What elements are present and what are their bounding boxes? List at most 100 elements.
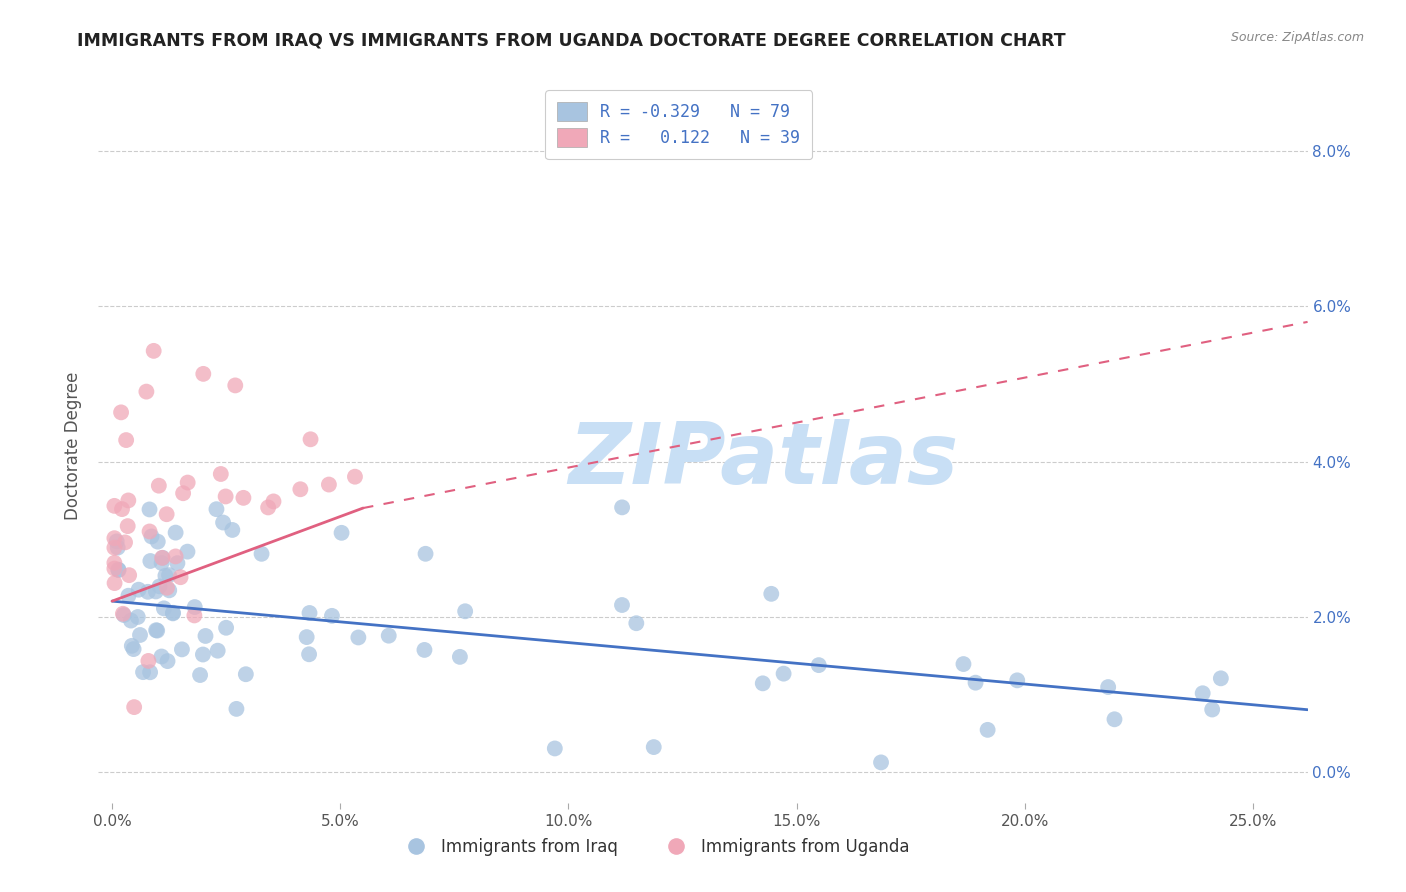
Point: [139, 554, 162, 568]
Point: [157, 583, 180, 598]
Point: [343, 469, 366, 483]
Point: [752, 676, 775, 690]
Point: [146, 534, 169, 549]
Point: [1209, 671, 1232, 685]
Point: [138, 654, 160, 668]
Point: [172, 486, 194, 500]
Point: [111, 502, 134, 516]
Point: [105, 534, 128, 549]
Point: [232, 491, 254, 505]
Point: [103, 531, 125, 545]
Point: [150, 649, 173, 664]
Point: [257, 500, 280, 515]
Point: [122, 642, 145, 657]
Point: [413, 643, 436, 657]
Point: [103, 561, 125, 575]
Point: [165, 525, 187, 540]
Point: [153, 601, 176, 615]
Point: [643, 740, 665, 755]
Point: [193, 367, 215, 381]
Point: [165, 549, 187, 564]
Point: [299, 432, 322, 446]
Point: [142, 343, 165, 358]
Legend: Immigrants from Iraq, Immigrants from Uganda: Immigrants from Iraq, Immigrants from Ug…: [392, 831, 917, 863]
Point: [117, 493, 139, 508]
Point: [135, 384, 157, 399]
Point: [224, 378, 246, 392]
Point: [225, 702, 247, 716]
Point: [138, 502, 160, 516]
Point: [377, 629, 399, 643]
Text: Source: ZipAtlas.com: Source: ZipAtlas.com: [1230, 31, 1364, 45]
Point: [330, 525, 353, 540]
Point: [156, 654, 179, 668]
Point: [120, 614, 142, 628]
Point: [115, 433, 138, 447]
Point: [132, 665, 155, 680]
Point: [129, 628, 152, 642]
Point: [176, 475, 198, 490]
Point: [263, 494, 285, 508]
Point: [212, 516, 235, 530]
Point: [146, 624, 169, 638]
Point: [110, 405, 132, 419]
Point: [1104, 712, 1126, 726]
Point: [965, 675, 987, 690]
Point: [449, 649, 471, 664]
Point: [156, 581, 179, 595]
Point: [162, 607, 184, 621]
Point: [194, 629, 217, 643]
Point: [170, 642, 193, 657]
Point: [127, 610, 149, 624]
Point: [298, 606, 321, 620]
Point: [114, 535, 136, 549]
Point: [117, 589, 139, 603]
Text: IMMIGRANTS FROM IRAQ VS IMMIGRANTS FROM UGANDA DOCTORATE DEGREE CORRELATION CHAR: IMMIGRANTS FROM IRAQ VS IMMIGRANTS FROM …: [77, 31, 1066, 49]
Point: [111, 607, 134, 621]
Point: [298, 647, 321, 661]
Point: [209, 467, 232, 481]
Point: [148, 579, 170, 593]
Point: [205, 502, 228, 516]
Point: [107, 563, 129, 577]
Point: [141, 529, 163, 543]
Point: [318, 477, 340, 491]
Point: [162, 606, 184, 620]
Point: [626, 616, 648, 631]
Point: [122, 700, 145, 714]
Point: [952, 657, 974, 671]
Point: [207, 643, 229, 657]
Point: [103, 576, 125, 591]
Point: [184, 600, 207, 615]
Point: [136, 584, 159, 599]
Point: [454, 604, 477, 618]
Point: [1007, 673, 1029, 688]
Point: [117, 519, 139, 533]
Point: [321, 608, 343, 623]
Point: [150, 550, 173, 565]
Point: [148, 478, 170, 492]
Point: [544, 741, 567, 756]
Point: [128, 582, 150, 597]
Point: [290, 482, 312, 496]
Point: [152, 550, 174, 565]
Point: [103, 556, 125, 570]
Point: [215, 621, 238, 635]
Point: [1201, 702, 1223, 716]
Point: [250, 547, 273, 561]
Point: [166, 556, 188, 570]
Point: [235, 667, 257, 681]
Point: [107, 541, 129, 555]
Point: [112, 608, 135, 623]
Point: [121, 639, 143, 653]
Point: [761, 587, 783, 601]
Point: [157, 568, 180, 582]
Point: [976, 723, 998, 737]
Text: ZIPatlas: ZIPatlas: [568, 418, 959, 502]
Point: [150, 556, 173, 570]
Point: [1097, 680, 1119, 694]
Point: [103, 541, 125, 555]
Point: [772, 666, 794, 681]
Point: [807, 658, 830, 673]
Point: [103, 499, 125, 513]
